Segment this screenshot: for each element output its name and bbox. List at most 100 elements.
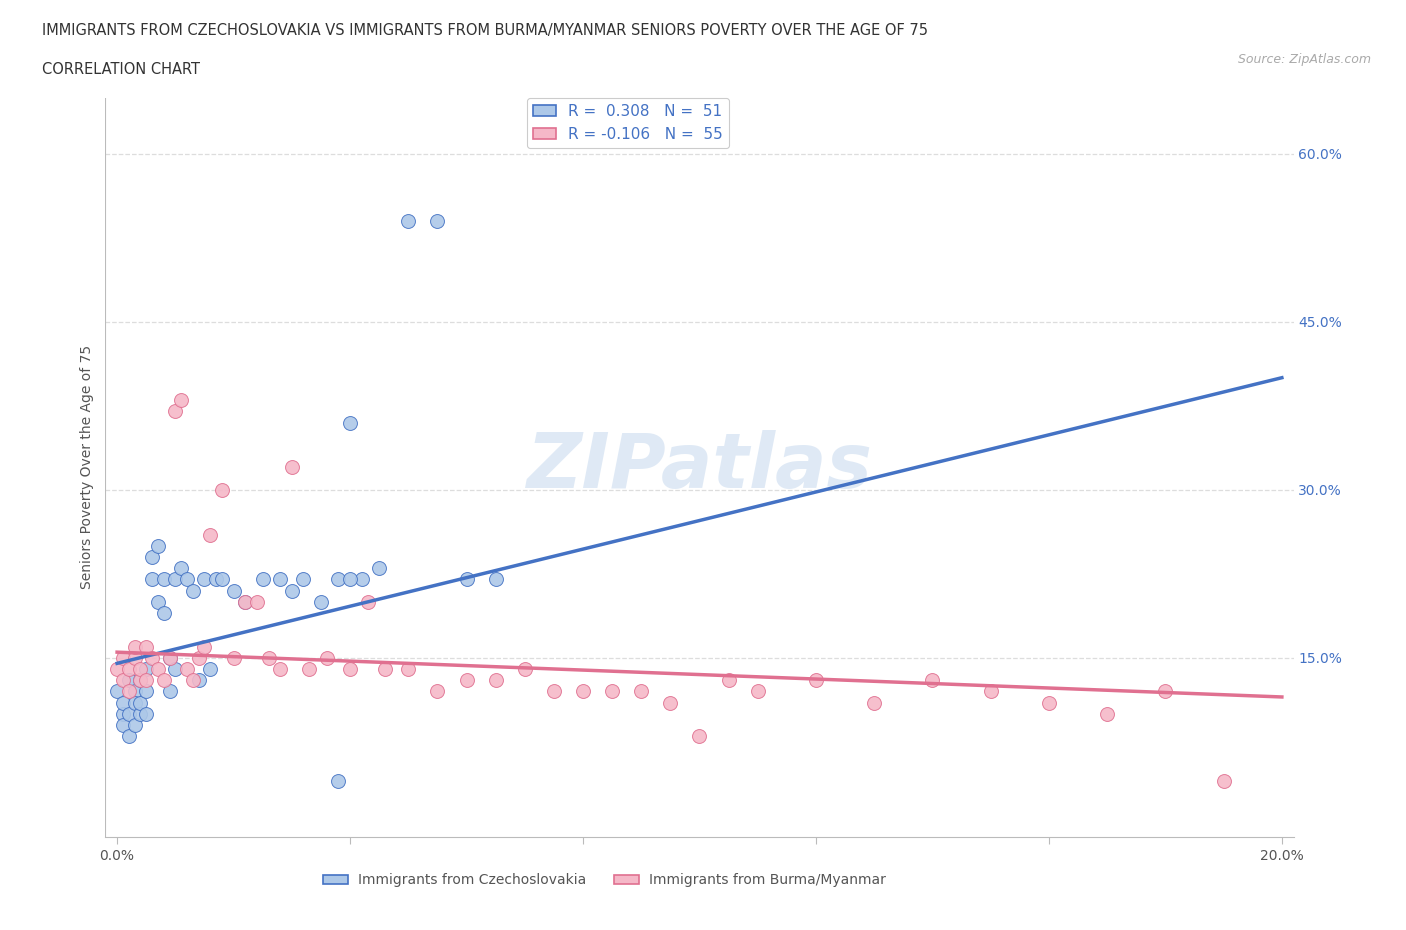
Point — [124, 650, 146, 665]
Point — [350, 572, 373, 587]
Point — [281, 583, 304, 598]
Point — [717, 672, 740, 687]
Point — [328, 774, 350, 789]
Point — [233, 594, 256, 609]
Point — [124, 684, 146, 698]
Point — [426, 213, 449, 228]
Point — [315, 650, 337, 665]
Point — [129, 672, 152, 687]
Point — [165, 572, 187, 587]
Point — [513, 661, 536, 676]
Point — [485, 672, 508, 687]
Point — [146, 661, 169, 676]
Point — [374, 661, 396, 676]
Point — [129, 707, 152, 722]
Point — [124, 718, 146, 733]
Point — [152, 672, 174, 687]
Point — [233, 594, 256, 609]
Point — [921, 672, 943, 687]
Point — [135, 707, 157, 722]
Point — [193, 639, 215, 654]
Point — [141, 572, 163, 587]
Point — [863, 695, 886, 710]
Point — [111, 718, 134, 733]
Text: IMMIGRANTS FROM CZECHOSLOVAKIA VS IMMIGRANTS FROM BURMA/MYANMAR SENIORS POVERTY : IMMIGRANTS FROM CZECHOSLOVAKIA VS IMMIGR… — [42, 23, 928, 38]
Point — [118, 707, 141, 722]
Legend: Immigrants from Czechoslovakia, Immigrants from Burma/Myanmar: Immigrants from Czechoslovakia, Immigran… — [318, 868, 891, 893]
Point — [135, 672, 157, 687]
Point — [118, 672, 141, 687]
Point — [105, 684, 128, 698]
Point — [124, 639, 146, 654]
Point — [630, 684, 652, 698]
Point — [118, 729, 141, 744]
Point — [205, 572, 228, 587]
Point — [187, 650, 209, 665]
Point — [141, 550, 163, 565]
Point — [135, 661, 157, 676]
Point — [165, 404, 187, 418]
Point — [659, 695, 682, 710]
Text: ZIPatlas: ZIPatlas — [526, 431, 873, 504]
Point — [211, 483, 233, 498]
Point — [1154, 684, 1177, 698]
Point — [181, 583, 204, 598]
Point — [129, 695, 152, 710]
Point — [456, 672, 478, 687]
Point — [309, 594, 332, 609]
Point — [159, 684, 181, 698]
Point — [111, 695, 134, 710]
Y-axis label: Seniors Poverty Over the Age of 75: Seniors Poverty Over the Age of 75 — [80, 345, 94, 590]
Text: Source: ZipAtlas.com: Source: ZipAtlas.com — [1237, 53, 1371, 66]
Point — [129, 661, 152, 676]
Point — [269, 661, 291, 676]
Point — [485, 572, 508, 587]
Point — [1212, 774, 1234, 789]
Point — [141, 650, 163, 665]
Point — [146, 538, 169, 553]
Point — [146, 594, 169, 609]
Point — [165, 661, 187, 676]
Point — [328, 572, 350, 587]
Point — [456, 572, 478, 587]
Point — [600, 684, 623, 698]
Point — [572, 684, 595, 698]
Point — [211, 572, 233, 587]
Point — [339, 661, 361, 676]
Point — [339, 572, 361, 587]
Point — [269, 572, 291, 587]
Point — [246, 594, 269, 609]
Point — [135, 639, 157, 654]
Point — [105, 661, 128, 676]
Point — [159, 650, 181, 665]
Point — [200, 527, 222, 542]
Point — [152, 605, 174, 620]
Point — [426, 684, 449, 698]
Point — [339, 415, 361, 430]
Point — [804, 672, 827, 687]
Point — [252, 572, 274, 587]
Point — [281, 460, 304, 474]
Text: CORRELATION CHART: CORRELATION CHART — [42, 62, 200, 77]
Point — [222, 650, 245, 665]
Point — [1095, 707, 1118, 722]
Point — [688, 729, 710, 744]
Point — [747, 684, 769, 698]
Point — [176, 661, 198, 676]
Point — [257, 650, 280, 665]
Point — [159, 650, 181, 665]
Point — [176, 572, 198, 587]
Point — [356, 594, 378, 609]
Point — [396, 661, 419, 676]
Point — [368, 561, 391, 576]
Point — [396, 213, 419, 228]
Point — [170, 561, 193, 576]
Point — [118, 661, 141, 676]
Point — [118, 684, 141, 698]
Point — [193, 572, 215, 587]
Point — [222, 583, 245, 598]
Point — [111, 650, 134, 665]
Point — [111, 672, 134, 687]
Point — [181, 672, 204, 687]
Point — [292, 572, 315, 587]
